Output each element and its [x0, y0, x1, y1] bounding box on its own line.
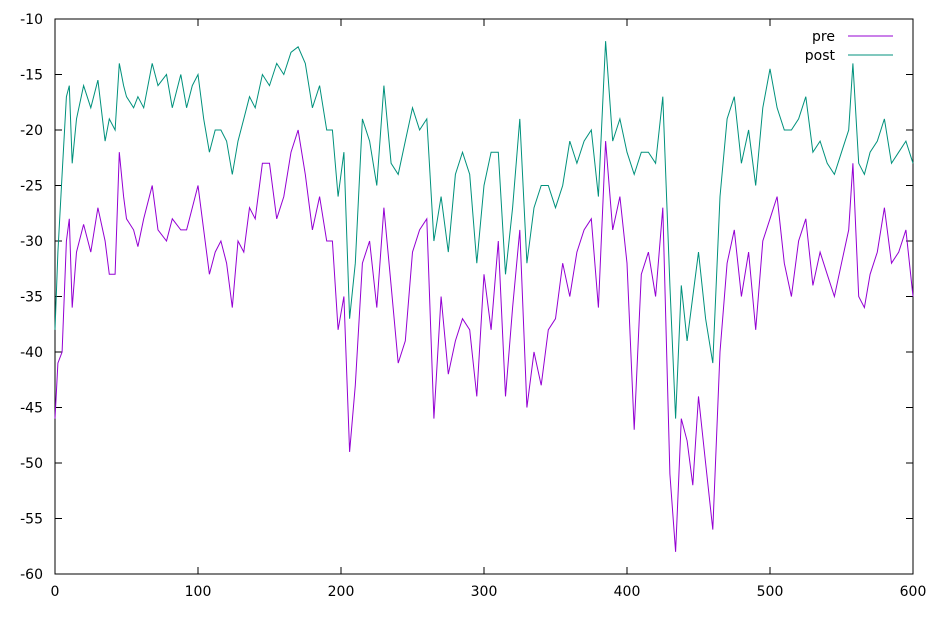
series-line-post [54, 41, 914, 419]
axes-ticks: 0 100 200 300 400 500 600 -10 -15 -20 -25 -30 -35 -40… [20, 12, 926, 600]
y-tick-label: -15 [20, 68, 43, 84]
legend: pre post [805, 29, 893, 64]
y-tick-label: -25 [20, 179, 43, 195]
series-lines [54, 41, 914, 552]
y-tick-label: -45 [20, 401, 43, 417]
x-tick-label: 300 [471, 584, 498, 600]
legend-label-pre: pre [812, 29, 835, 45]
x-tick-label: 600 [900, 584, 927, 600]
y-tick-label: -35 [20, 290, 43, 306]
x-tick-label: 400 [614, 584, 641, 600]
y-tick-label: -10 [20, 12, 43, 28]
x-tick-label: 200 [328, 584, 355, 600]
series-line-pre [54, 129, 914, 552]
y-tick-label: -30 [20, 234, 43, 250]
y-tick-label: -50 [20, 456, 43, 472]
x-tick-label: 500 [757, 584, 784, 600]
y-tick-label: -20 [20, 123, 43, 139]
plot-frame [54, 18, 914, 575]
y-tick-label: -55 [20, 512, 43, 528]
y-tick-label: -60 [20, 567, 43, 583]
x-tick-label: 100 [185, 584, 212, 600]
y-tick-label: -40 [20, 345, 43, 361]
legend-label-post: post [805, 48, 836, 64]
x-tick-label: 0 [51, 584, 60, 600]
